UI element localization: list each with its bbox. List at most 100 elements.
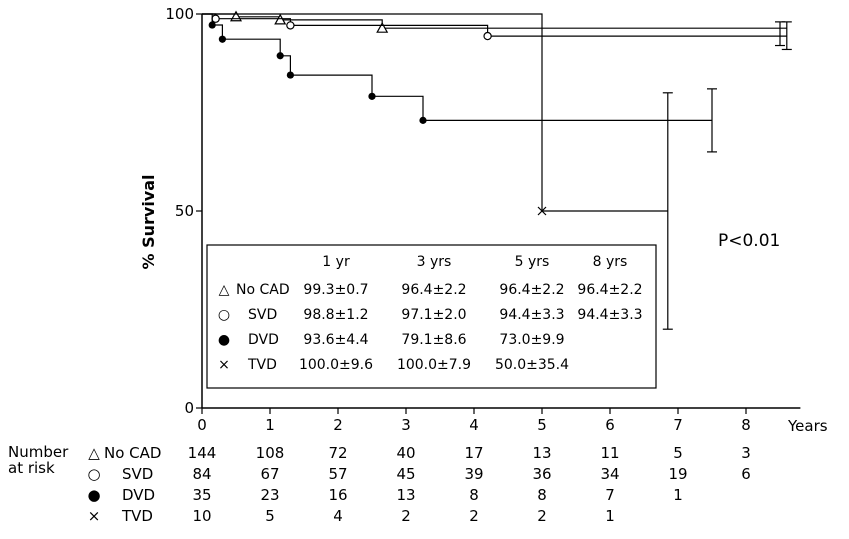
table-header: 1 yr bbox=[322, 254, 350, 270]
at-risk-count: 10 bbox=[192, 507, 211, 525]
point-dvd bbox=[368, 92, 376, 100]
table-row-label: SVD bbox=[248, 307, 277, 323]
at-risk-count: 6 bbox=[741, 465, 751, 483]
table-row-label: DVD bbox=[248, 332, 279, 348]
at-risk-count: 57 bbox=[328, 465, 347, 483]
table-row-label: TVD bbox=[247, 357, 277, 373]
at-risk-count: 45 bbox=[396, 465, 415, 483]
point-dvd bbox=[208, 21, 216, 29]
point-svd bbox=[483, 31, 492, 41]
table-cell: 98.8±1.2 bbox=[303, 307, 368, 323]
point-svd bbox=[286, 21, 295, 30]
at-risk-count: 3 bbox=[741, 444, 751, 462]
x-tick-label: 6 bbox=[605, 416, 615, 434]
table-header: 3 yrs bbox=[417, 254, 452, 270]
y-tick-label: 100 bbox=[165, 5, 194, 23]
at-risk-count: 40 bbox=[396, 444, 415, 462]
at-risk-count: 23 bbox=[260, 486, 279, 504]
at-risk-count: 36 bbox=[532, 465, 551, 483]
at-risk-count: 11 bbox=[600, 444, 619, 462]
x-tick-label: 2 bbox=[333, 416, 343, 434]
table-cell: 99.3±0.7 bbox=[303, 282, 368, 298]
table-cell: 96.4±2.2 bbox=[577, 282, 642, 298]
table-cell: 100.0±9.6 bbox=[299, 357, 373, 373]
point-no-cad bbox=[376, 21, 389, 33]
table-cell: 96.4±2.2 bbox=[499, 282, 564, 298]
x-tick-label: 1 bbox=[265, 416, 275, 434]
at-risk-count: 35 bbox=[192, 486, 211, 504]
table-cell: 94.4±3.3 bbox=[499, 307, 564, 323]
table-cell: 93.6±4.4 bbox=[303, 332, 368, 348]
table-cell: 50.0±35.4 bbox=[495, 357, 569, 373]
at-risk-count: 108 bbox=[256, 444, 285, 462]
at-risk-count: 2 bbox=[401, 507, 411, 525]
x-tick-label: 8 bbox=[741, 416, 751, 434]
at-risk-symbol: × bbox=[88, 507, 101, 525]
survival-curves bbox=[202, 10, 792, 330]
table-cell: 97.1±2.0 bbox=[401, 307, 466, 323]
at-risk-symbol: △ bbox=[88, 444, 100, 462]
p-value-annotation: P<0.01 bbox=[718, 231, 780, 251]
cross-stroke bbox=[537, 206, 547, 216]
at-risk-count: 16 bbox=[328, 486, 347, 504]
point-dvd bbox=[218, 35, 226, 43]
axes: 0 1 2 3 4 5 6 7 8 0 50 100 Years bbox=[165, 5, 827, 435]
table-row-symbol: △ bbox=[219, 282, 230, 298]
point-svd bbox=[211, 14, 220, 23]
survival-table-box bbox=[206, 244, 657, 389]
at-risk-group-label: DVD bbox=[122, 486, 155, 504]
at-risk-count: 4 bbox=[333, 507, 343, 525]
x-tick-label: 0 bbox=[197, 416, 207, 434]
at-risk-count: 39 bbox=[464, 465, 483, 483]
at-risk-label: at risk bbox=[8, 459, 55, 477]
at-risk-label: Number bbox=[8, 443, 69, 461]
at-risk-symbol: ● bbox=[87, 486, 100, 504]
point-dvd bbox=[286, 71, 294, 79]
table-cell: 73.0±9.9 bbox=[499, 332, 564, 348]
at-risk-count: 2 bbox=[537, 507, 547, 525]
point-tvd bbox=[537, 206, 547, 216]
table-row-symbol: × bbox=[218, 357, 230, 373]
y-tick-label: 0 bbox=[184, 399, 194, 417]
at-risk-group-label: No CAD bbox=[104, 444, 161, 462]
survival-table: 1 yr 3 yrs 5 yrs 8 yrs △ No CAD 99.3±0.7 96.4±2… bbox=[206, 244, 657, 389]
at-risk-count: 8 bbox=[537, 486, 547, 504]
table-cell: 94.4±3.3 bbox=[577, 307, 642, 323]
point-dvd bbox=[419, 116, 427, 124]
at-risk-symbol: ○ bbox=[87, 465, 100, 483]
table-row-label: No CAD bbox=[236, 282, 290, 298]
table-header: 5 yrs bbox=[515, 254, 550, 270]
at-risk-count: 7 bbox=[605, 486, 615, 504]
at-risk-count: 2 bbox=[469, 507, 479, 525]
at-risk-count: 1 bbox=[605, 507, 615, 525]
x-tick-label: 4 bbox=[469, 416, 479, 434]
at-risk-count: 13 bbox=[396, 486, 415, 504]
x-tick-label: 3 bbox=[401, 416, 411, 434]
curve-tvd bbox=[202, 13, 668, 212]
table-cell: 100.0±7.9 bbox=[397, 357, 471, 373]
x-axis-label: Years bbox=[787, 417, 828, 435]
at-risk-count: 72 bbox=[328, 444, 347, 462]
at-risk-count: 19 bbox=[668, 465, 687, 483]
at-risk-count: 5 bbox=[673, 444, 683, 462]
point-no-cad bbox=[274, 13, 287, 25]
point-dvd bbox=[276, 52, 284, 60]
table-cell: 79.1±8.6 bbox=[401, 332, 466, 348]
x-tick-label: 7 bbox=[673, 416, 683, 434]
at-risk-count: 144 bbox=[188, 444, 217, 462]
at-risk-count: 5 bbox=[265, 507, 275, 525]
at-risk-count: 84 bbox=[192, 465, 211, 483]
at-risk-count: 34 bbox=[600, 465, 619, 483]
table-cell: 96.4±2.2 bbox=[401, 282, 466, 298]
at-risk-count: 67 bbox=[260, 465, 279, 483]
at-risk-count: 17 bbox=[464, 444, 483, 462]
at-risk-group-label: TVD bbox=[121, 507, 153, 525]
at-risk-count: 8 bbox=[469, 486, 479, 504]
y-axis-label: % Survival bbox=[139, 174, 158, 269]
x-tick-label: 5 bbox=[537, 416, 547, 434]
y-tick-label: 50 bbox=[175, 202, 194, 220]
curve-dvd bbox=[202, 13, 712, 122]
table-header: 8 yrs bbox=[593, 254, 628, 270]
